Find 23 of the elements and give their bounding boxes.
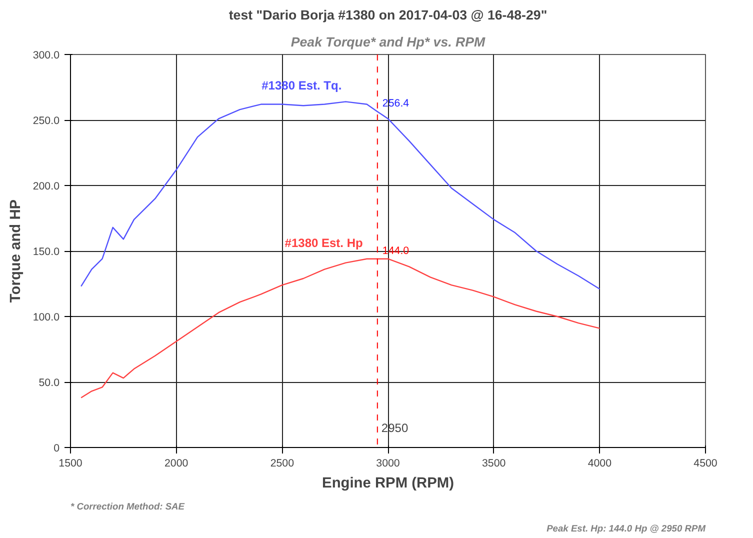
line-series: [80, 101, 600, 290]
x-tick-label: 2500: [270, 458, 294, 470]
x-axis-title: Engine RPM (RPM): [322, 476, 454, 492]
x-tick-label: 1500: [58, 458, 82, 470]
text: * Correction Method: SAE: [70, 502, 186, 512]
text: Peak Est. Hp: 144.0 Hp @ 2950 RPM: [546, 524, 706, 534]
y-tick-label: 300.0: [32, 50, 60, 62]
chart-title: test "Dario Borja #1380 on 2017-04-03 @ 16-48-29": [228, 8, 548, 22]
y-tick-label: 250.0: [32, 115, 60, 127]
y-axis-title: Torque and HP: [8, 199, 24, 303]
y-tick-label: 100.0: [32, 312, 60, 324]
y-tick-label: 50.0: [38, 377, 60, 389]
line-series: [80, 258, 600, 398]
series-label: #1380 Est. Hp: [284, 236, 363, 250]
x-tick-label: 3000: [376, 458, 400, 470]
y-tick-label: 0: [54, 442, 60, 454]
x-tick-label: 3500: [482, 458, 506, 470]
x-tick-label: 4500: [694, 458, 718, 470]
y-tick-label: 150.0: [32, 246, 60, 258]
x-tick-label: 4000: [588, 458, 612, 470]
y-tick-label: 200.0: [32, 180, 60, 192]
chart-subtitle: Peak Torque* and Hp* vs. RPM: [290, 34, 486, 50]
x-tick-label: 2000: [164, 458, 188, 470]
